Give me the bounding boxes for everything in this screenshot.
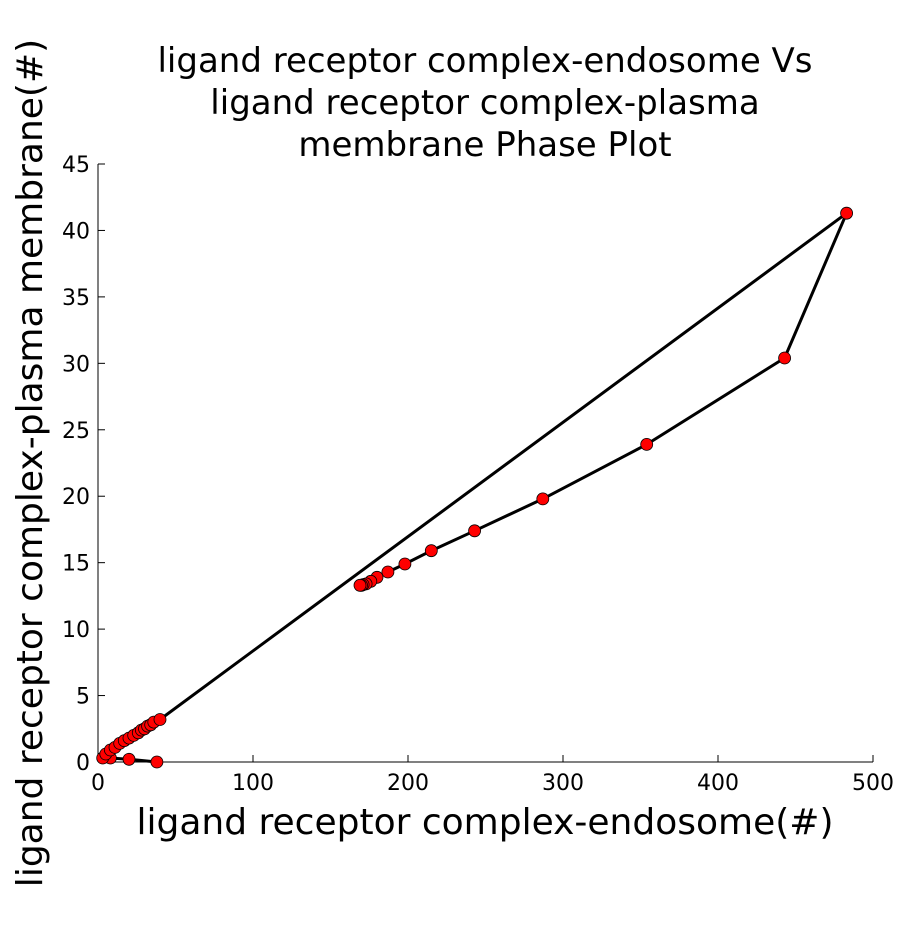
data-point	[840, 206, 853, 220]
data-point	[381, 565, 395, 579]
y-tick-label: 5	[76, 685, 90, 710]
series-line	[101, 211, 849, 764]
data-point	[398, 557, 412, 571]
y-tick-label: 40	[62, 219, 90, 244]
y-tick-label: 0	[76, 751, 90, 776]
y-ticks: 0 5 10 15 20 25 30 35 40 45	[62, 153, 105, 776]
data-point	[153, 713, 167, 726]
data-point	[150, 755, 164, 769]
x-ticks: 0 100 200 300 400 500	[91, 755, 894, 796]
y-tick-label: 35	[62, 286, 90, 311]
data-point	[424, 544, 438, 558]
data-point	[778, 351, 791, 365]
x-tick-label: 100	[232, 771, 274, 796]
chart-title-line-2: ligand receptor complex-plasma	[210, 83, 759, 123]
x-tick-label: 500	[852, 771, 894, 796]
data-point	[122, 752, 136, 766]
y-tick-label: 25	[62, 419, 90, 444]
data-point	[536, 492, 550, 506]
y-tick-label: 10	[62, 618, 90, 643]
y-tick-label: 15	[62, 552, 90, 577]
y-tick-label: 20	[62, 485, 90, 510]
x-tick-label: 400	[697, 771, 739, 796]
data-points	[96, 206, 853, 769]
x-tick-label: 200	[387, 771, 429, 796]
y-tick-label: 30	[62, 352, 90, 377]
x-tick-label: 0	[91, 771, 105, 796]
chart-title-line-1: ligand receptor complex-endosome Vs	[157, 41, 812, 81]
x-tick-label: 300	[542, 771, 584, 796]
data-point	[640, 437, 654, 451]
axes	[97, 164, 873, 763]
data-point	[468, 524, 482, 538]
data-point	[353, 578, 367, 592]
y-tick-label: 45	[62, 153, 90, 178]
chart-title: ligand receptor complex-endosome Vs liga…	[157, 41, 812, 165]
y-axis-label: ligand receptor complex-plasma membrane(…	[10, 39, 51, 887]
x-axis-label: ligand receptor complex-endosome(#)	[136, 802, 833, 843]
chart-title-line-3: membrane Phase Plot	[298, 125, 671, 165]
